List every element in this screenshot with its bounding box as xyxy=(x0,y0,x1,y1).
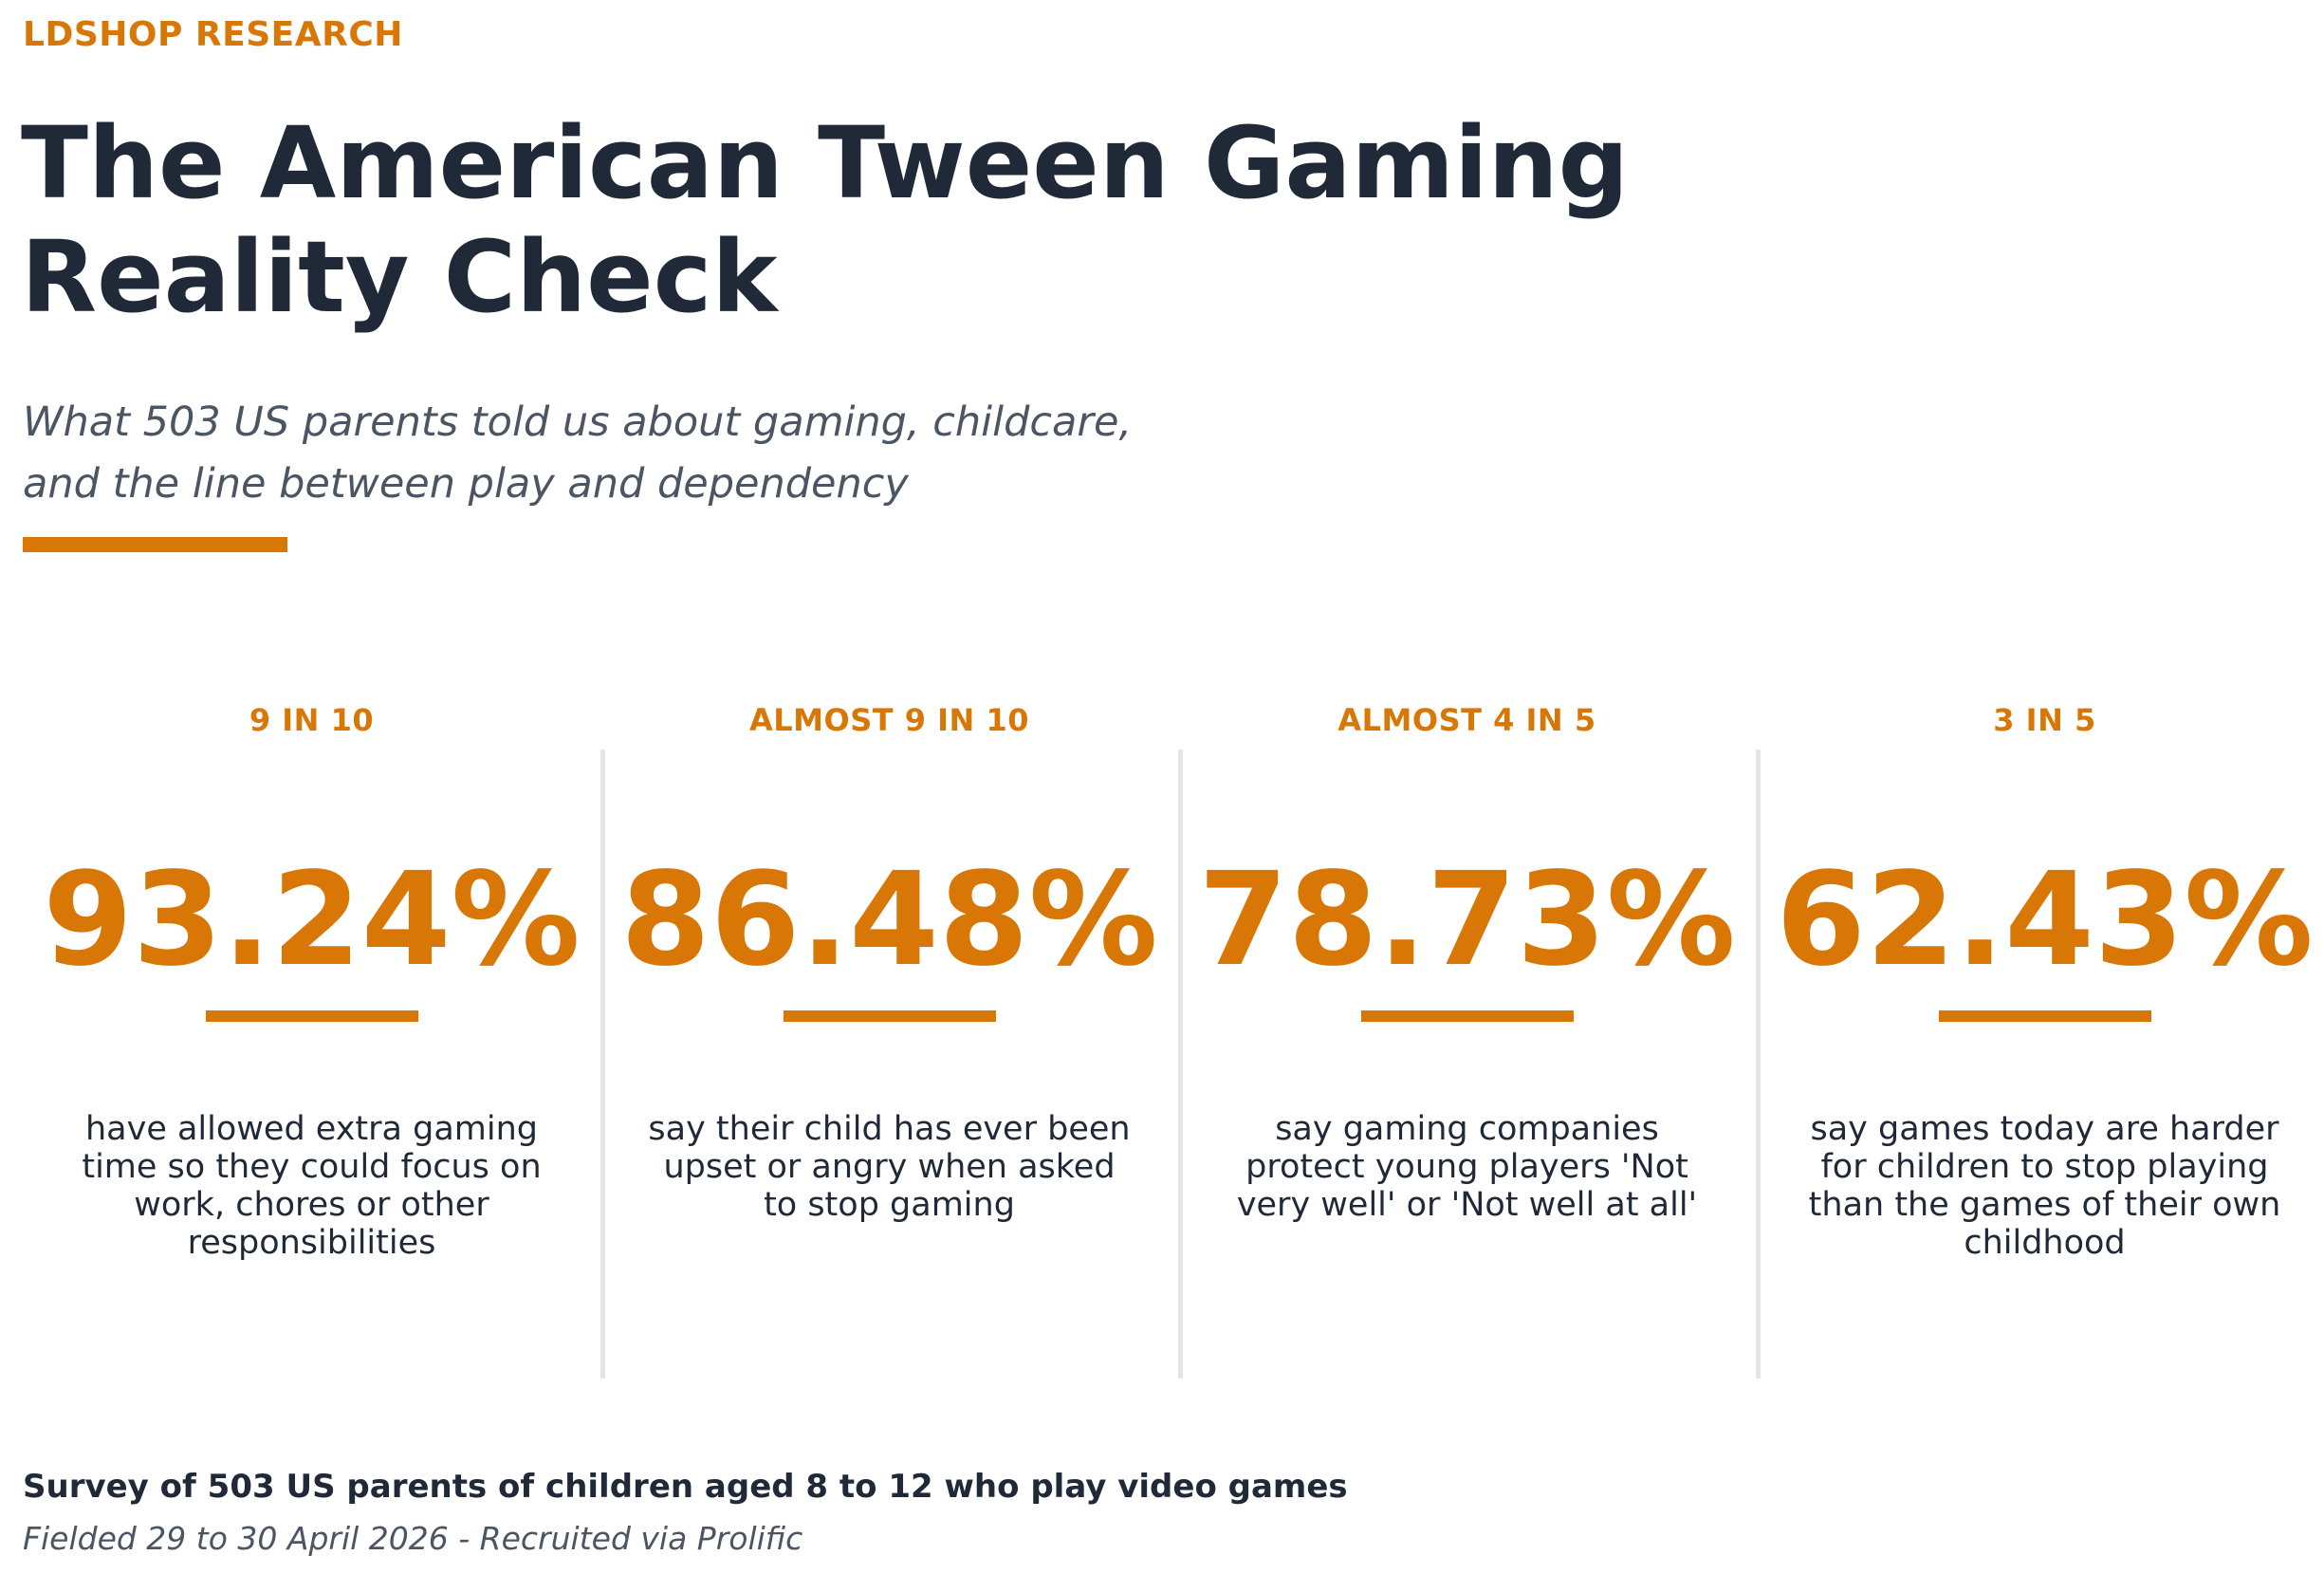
page-subtitle: What 503 US parents told us about gaming… xyxy=(23,398,1133,508)
stat-description: say gaming companies protect young playe… xyxy=(1236,1110,1698,1224)
stat-panel: ALMOST 4 IN 5 78.73% say gaming companie… xyxy=(1178,702,1756,1385)
stat-rule xyxy=(1360,1010,1574,1022)
fielded-footnote: Fielded 29 to 30 April 2026 - Recruited … xyxy=(23,1520,803,1557)
stat-label: 3 IN 5 xyxy=(1993,702,2096,738)
stat-rule xyxy=(783,1010,996,1022)
stat-panel: 3 IN 5 62.43% say games today are harder… xyxy=(1756,702,2324,1385)
stat-value: 78.73% xyxy=(1198,845,1736,995)
eyebrow-label: LDSHOP RESEARCH xyxy=(23,15,403,54)
stat-value: 93.24% xyxy=(43,845,581,995)
accent-bar xyxy=(23,537,287,552)
stat-label: ALMOST 4 IN 5 xyxy=(1337,702,1596,738)
survey-footnote: Survey of 503 US parents of children age… xyxy=(23,1468,1348,1506)
stat-description: say their child has ever been upset or a… xyxy=(648,1110,1131,1224)
stat-value: 62.43% xyxy=(1776,845,2314,995)
stat-panel: ALMOST 9 IN 10 86.48% say their child ha… xyxy=(600,702,1178,1385)
column-divider xyxy=(600,750,605,1379)
column-divider xyxy=(1756,750,1761,1379)
stat-description: say games today are harder for children … xyxy=(1808,1110,2281,1262)
stat-label: 9 IN 10 xyxy=(249,702,375,738)
stat-rule xyxy=(205,1010,418,1022)
stat-description: have allowed extra gaming time so they c… xyxy=(82,1110,542,1262)
stat-value: 86.48% xyxy=(620,845,1158,995)
stat-label: ALMOST 9 IN 10 xyxy=(749,702,1029,738)
column-divider xyxy=(1178,750,1183,1379)
stat-rule xyxy=(1938,1010,2151,1022)
stat-panel: 9 IN 10 93.24% have allowed extra gaming… xyxy=(23,702,600,1385)
page-title: The American Tween Gaming Reality Check xyxy=(21,105,1630,335)
